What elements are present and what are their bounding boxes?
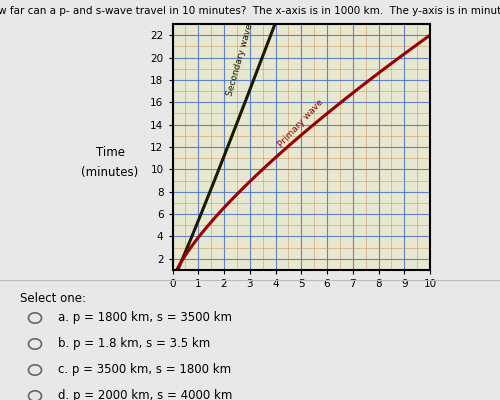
Text: a. p = 1800 km, s = 3500 km: a. p = 1800 km, s = 3500 km <box>58 312 232 324</box>
Text: Secondary wave: Secondary wave <box>226 22 254 97</box>
Text: Select one:: Select one: <box>20 292 86 305</box>
Text: Primary wave: Primary wave <box>277 98 326 149</box>
Text: c. p = 3500 km, s = 1800 km: c. p = 3500 km, s = 1800 km <box>58 364 231 376</box>
Text: Time: Time <box>96 146 124 158</box>
Text: d. p = 2000 km, s = 4000 km: d. p = 2000 km, s = 4000 km <box>58 390 232 400</box>
Text: (minutes): (minutes) <box>82 166 138 178</box>
Text: How far can a p- and s-wave travel in 10 minutes?  The x-axis is in 1000 km.  Th: How far can a p- and s-wave travel in 10… <box>0 6 500 16</box>
Text: b. p = 1.8 km, s = 3.5 km: b. p = 1.8 km, s = 3.5 km <box>58 338 210 350</box>
